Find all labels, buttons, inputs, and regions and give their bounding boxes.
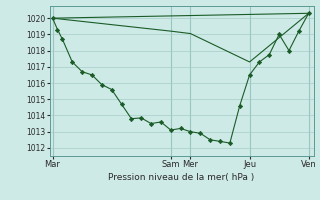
X-axis label: Pression niveau de la mer( hPa ): Pression niveau de la mer( hPa ) <box>108 173 255 182</box>
